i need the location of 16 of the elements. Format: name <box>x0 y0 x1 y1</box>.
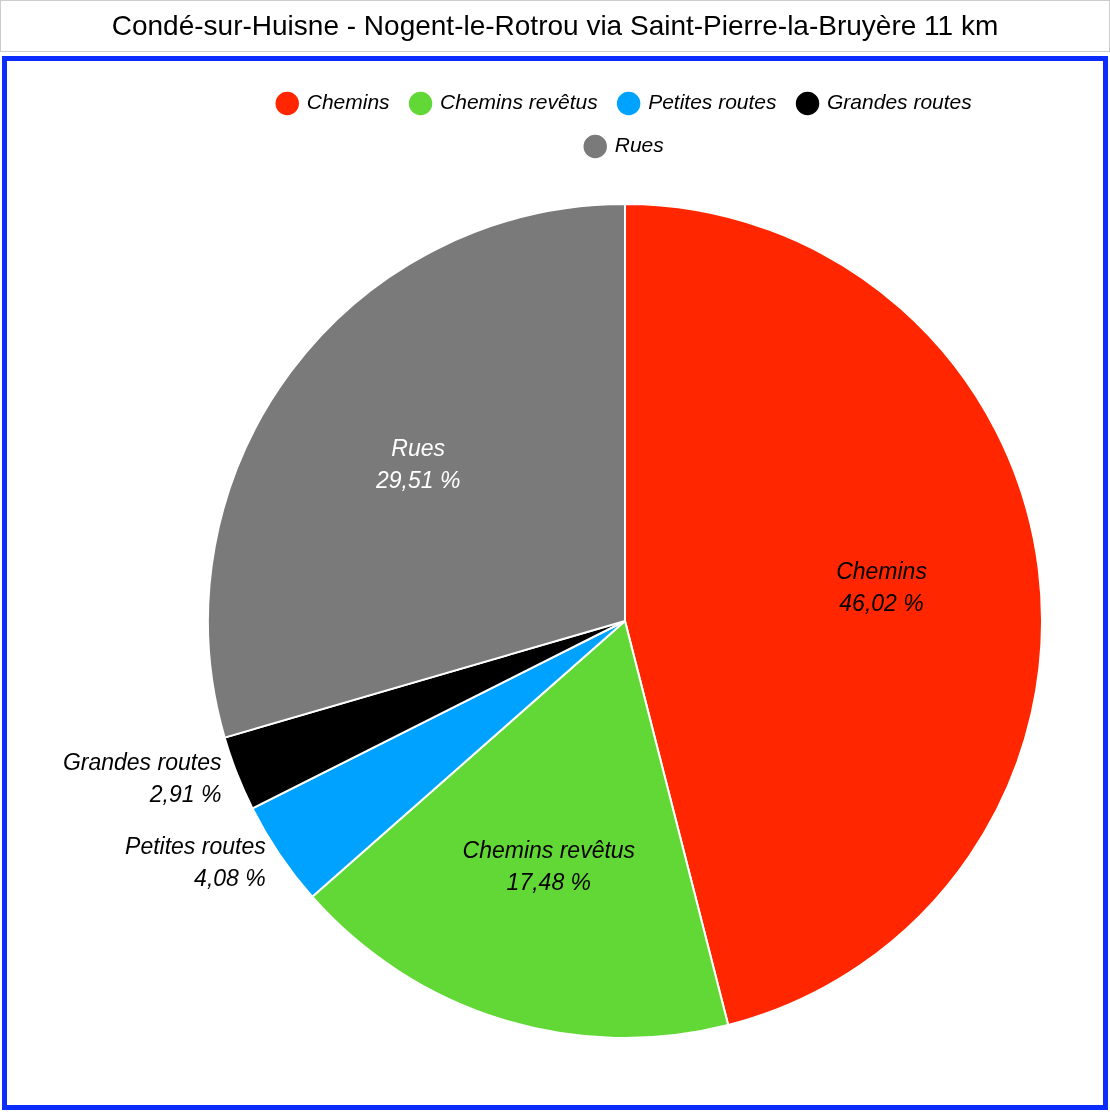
data-label: 17,48 % <box>506 869 592 896</box>
legend-label: Chemins <box>306 90 391 114</box>
chart-title: Condé-sur-Huisne - Nogent-le-Rotrou via Saint-Pierre-la-Bruyère 11 km <box>0 0 1110 52</box>
legend-label: Grandes routes <box>827 90 973 114</box>
data-label: 46,02 % <box>839 590 924 617</box>
legend-label: Chemins revêtus <box>440 90 599 114</box>
legend-label: Petites routes <box>648 90 778 114</box>
data-label: 2,91 % <box>148 781 222 808</box>
data-label: 4,08 % <box>194 865 266 892</box>
data-label: 29,51 % <box>375 467 461 494</box>
slice-label: Chemins <box>836 558 928 585</box>
slice-label: Grandes routes <box>62 749 222 776</box>
slice-label: Petites routes <box>125 833 267 860</box>
slice-label: Chemins revêtus <box>462 837 636 864</box>
legend-label: Rues <box>614 133 665 157</box>
slice-label: Rues <box>391 435 446 462</box>
